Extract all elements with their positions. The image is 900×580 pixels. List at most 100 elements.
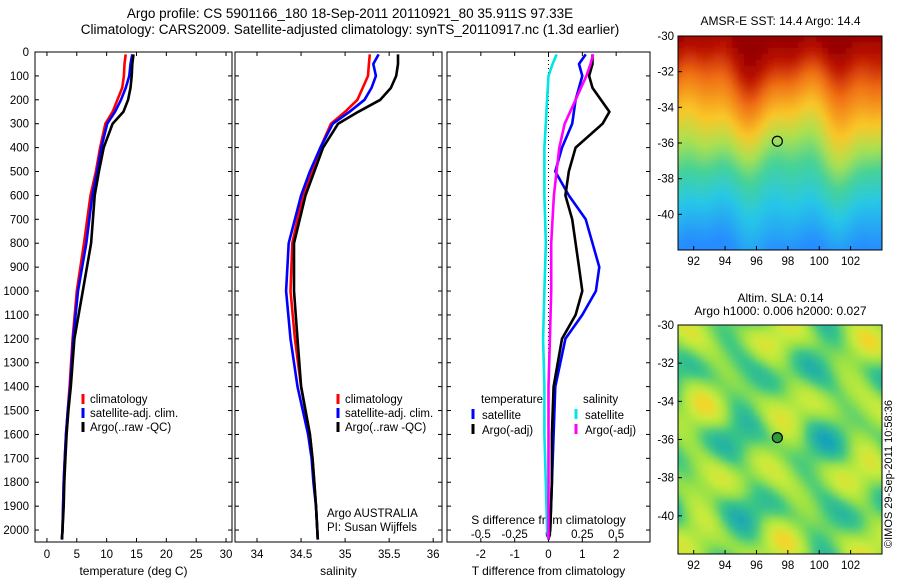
sst-map: 92 94 96 98 100 102 -30 -32 -34 -36 -38 -40 — [657, 31, 883, 268]
sla-map-ytick-label: -32 — [657, 358, 674, 370]
sst-map-field — [678, 36, 882, 250]
depth-tick-label: 700 — [10, 214, 29, 226]
temperature-xtick-label: 30 — [220, 549, 233, 561]
sla-map-ytick-label: -34 — [657, 396, 674, 408]
salinity-xtick-label: 36 — [427, 549, 440, 561]
salinity-series-satellite-adj-clim- — [284, 53, 380, 540]
difference-panel: -2 -1 0 1 2 T difference from climatology -0.5… — [446, 51, 651, 578]
depth-tick-label: 100 — [10, 71, 29, 83]
sla-map-title-2: Argo h1000: 0.006 h2000: 0.027 — [694, 304, 867, 318]
depth-tick-label: 0 — [23, 47, 29, 59]
depth-tick-label: 600 — [10, 190, 29, 202]
sst-map-xtick-label: 96 — [750, 256, 763, 268]
sst-map-ytick-label: -30 — [657, 31, 674, 43]
sla-map-xtick-label: 96 — [750, 560, 763, 572]
sst-map-xtick-label: 100 — [810, 256, 829, 268]
sla-map-ytick-label: -36 — [657, 435, 674, 447]
legend-label: Argo(-adj) — [585, 425, 636, 437]
legend-label: satellite — [585, 410, 624, 422]
sst-map-ytick-label: -40 — [657, 209, 674, 221]
difference-xtick-label: 2 — [613, 549, 619, 561]
difference-series-satellite — [541, 53, 558, 540]
sst-map-argo-marker — [771, 135, 783, 147]
sst-map-xtick-label: 98 — [781, 256, 794, 268]
depth-tick-label: 1400 — [3, 382, 29, 394]
difference-xtick-label: 0 — [545, 549, 551, 561]
salinity-diff-tick-label: 0.5 — [608, 529, 624, 541]
depth-tick-label: 1600 — [3, 429, 29, 441]
depth-tick-label: 300 — [10, 119, 29, 131]
salinity-diff-tick-label: -0.5 — [471, 529, 491, 541]
salinity-diff-tick-label: -0.25 — [502, 529, 528, 541]
difference-xtick-label: -1 — [510, 549, 520, 561]
depth-tick-label: 1100 — [4, 310, 29, 322]
temperature-axes-box — [34, 51, 233, 543]
difference-series-argo-adj- — [547, 54, 611, 540]
sst-map-xtick-label: 92 — [687, 256, 700, 268]
credit-text: ©IMOS 29-Sep-2011 10:58:36 — [883, 400, 895, 548]
sla-map-xtick-label: 94 — [719, 560, 732, 572]
legend-label: satellite — [482, 410, 521, 422]
depth-tick-label: 800 — [10, 238, 29, 250]
depth-tick-label: 1500 — [3, 406, 29, 418]
sst-map-ytick-label: -34 — [657, 102, 674, 114]
salinity-xtick-label: 35 — [339, 549, 352, 561]
legend-title-temperature: temperature — [481, 394, 543, 406]
legend-label: climatology — [90, 394, 148, 406]
temperature-series-satellite-adj-clim- — [60, 54, 134, 540]
sla-map-ytick-label: -40 — [657, 511, 674, 523]
depth-tick-label: 1700 — [3, 453, 29, 465]
difference-series-argo-adj- — [547, 54, 595, 540]
temperature-xtick-label: 5 — [74, 549, 80, 561]
depth-tick-label: 2000 — [3, 525, 29, 537]
sst-map-xtick-label: 102 — [841, 256, 860, 268]
sst-map-ytick-label: -38 — [657, 174, 674, 186]
legend-label: satellite-adj. clim. — [345, 408, 433, 420]
legend-label: Argo(-adj) — [482, 425, 533, 437]
sla-map-xtick-label: 100 — [810, 560, 829, 572]
salinity-xtick-label: 35.5 — [378, 549, 400, 561]
difference-series-satellite — [547, 53, 601, 540]
temperature-series-argo-raw-qc- — [60, 54, 135, 540]
legend-label: satellite-adj. clim. — [90, 408, 178, 420]
temperature-xtick-label: 25 — [190, 549, 203, 561]
sst-map-field-cells — [678, 36, 882, 250]
sla-map-xtick-label: 102 — [841, 560, 860, 572]
sla-map-field — [678, 325, 882, 554]
salinity-xlabel: salinity — [320, 564, 357, 578]
figure-title-line-2: Climatology: CARS2009. Satellite-adjuste… — [80, 22, 620, 37]
legend-label: climatology — [345, 394, 403, 406]
depth-tick-label: 200 — [10, 95, 29, 107]
legend-label: Argo(..raw -QC) — [345, 422, 426, 434]
sst-map-ytick-label: -36 — [657, 138, 674, 150]
temperature-xtick-label: 0 — [44, 549, 50, 561]
figure-title-line-1: Argo profile: CS 5901166_180 18-Sep-2011… — [126, 6, 574, 21]
depth-tick-label: 1900 — [3, 501, 29, 513]
sst-map-ytick-label: -32 — [657, 67, 674, 79]
sla-map-argo-marker — [771, 431, 783, 444]
salinity-xtick-label: 34 — [251, 549, 264, 561]
salinity-axes-box — [234, 51, 443, 543]
legend-title-salinity: salinity — [583, 394, 618, 406]
depth-tick-label: 1800 — [3, 477, 29, 489]
depth-tick-label: 1200 — [3, 334, 29, 346]
argo-annotation-line-2: PI: Susan Wijffels — [327, 522, 417, 534]
temperature-xtick-label: 15 — [130, 549, 143, 561]
legend-label: Argo(..raw -QC) — [90, 422, 171, 434]
temperature-panel: 0 5 10 15 20 25 300100200300400500600700800900… — [3, 47, 233, 578]
difference-xlabel: T difference from climatology — [472, 564, 626, 578]
depth-tick-label: 1000 — [3, 286, 29, 298]
sla-map-xtick-label: 92 — [687, 560, 700, 572]
depth-tick-label: 400 — [10, 143, 29, 155]
difference-xtick-label: -2 — [476, 549, 486, 561]
sla-map-ytick-label: -30 — [657, 320, 674, 332]
temperature-xlabel: temperature (deg C) — [79, 564, 187, 578]
sst-map-title: AMSR-E SST: 14.4 Argo: 14.4 — [700, 14, 861, 28]
sla-map-xtick-label: 98 — [781, 560, 794, 572]
sla-map-field-cells — [678, 325, 882, 554]
difference-xtick-label: 1 — [579, 549, 585, 561]
temperature-xtick-label: 20 — [160, 549, 173, 561]
sst-map-xtick-label: 94 — [719, 256, 732, 268]
salinity-xtick-label: 34.5 — [290, 549, 312, 561]
